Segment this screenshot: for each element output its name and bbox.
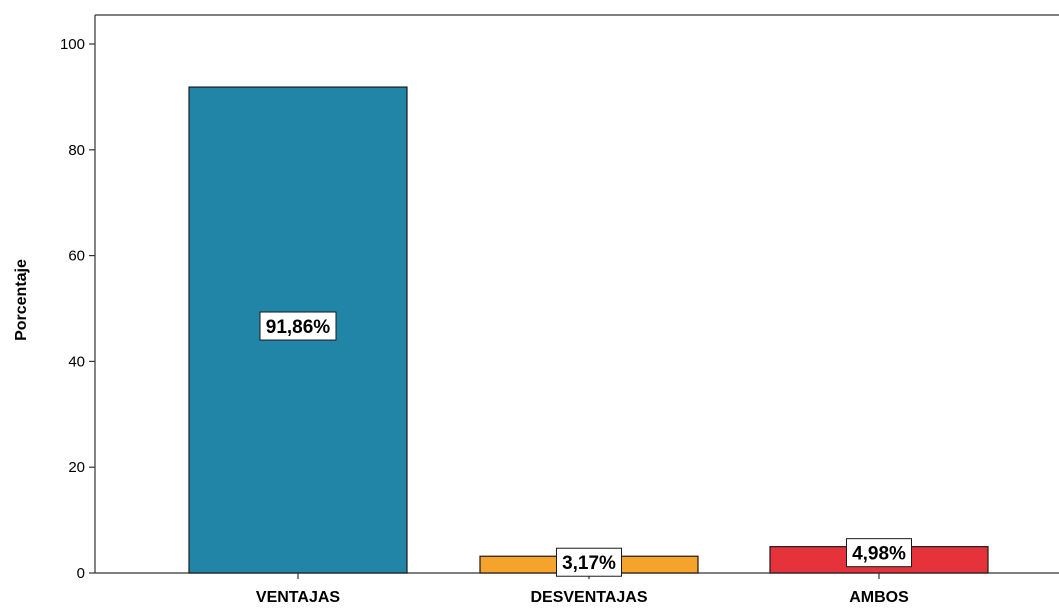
data-label-ambos: 4,98% [846,538,912,568]
y-tick-label: 20 [68,459,85,476]
y-tick-label: 40 [68,353,85,370]
x-axis-ticks: VENTAJAS DESVENTAJAS AMBOS [256,573,909,606]
data-label-text: 3,17% [562,553,616,574]
y-tick-label: 100 [60,36,85,53]
y-tick-label: 60 [68,248,85,265]
data-label-box [556,547,622,577]
data-label-text: 91,86% [266,317,331,338]
data-label-desventajas: 3,17% [556,547,622,577]
data-label-ventajas: 91,86% [259,311,337,341]
y-tick-label: 80 [68,142,85,159]
x-tick-label: DESVENTAJAS [530,589,647,606]
y-tick-label: 0 [77,565,85,582]
bar-ventajas [188,86,408,574]
y-axis-ticks: 0 20 40 60 80 100 [60,36,95,582]
data-label-box [259,311,337,341]
data-label-box [846,538,912,568]
data-label-text: 4,98% [852,544,906,565]
y-axis-title: Porcentaje [13,259,30,341]
data-labels: 91,86% 3,17% 4,98% [259,311,912,577]
x-tick-label: VENTAJAS [256,589,340,606]
x-tick-label: AMBOS [849,589,909,606]
